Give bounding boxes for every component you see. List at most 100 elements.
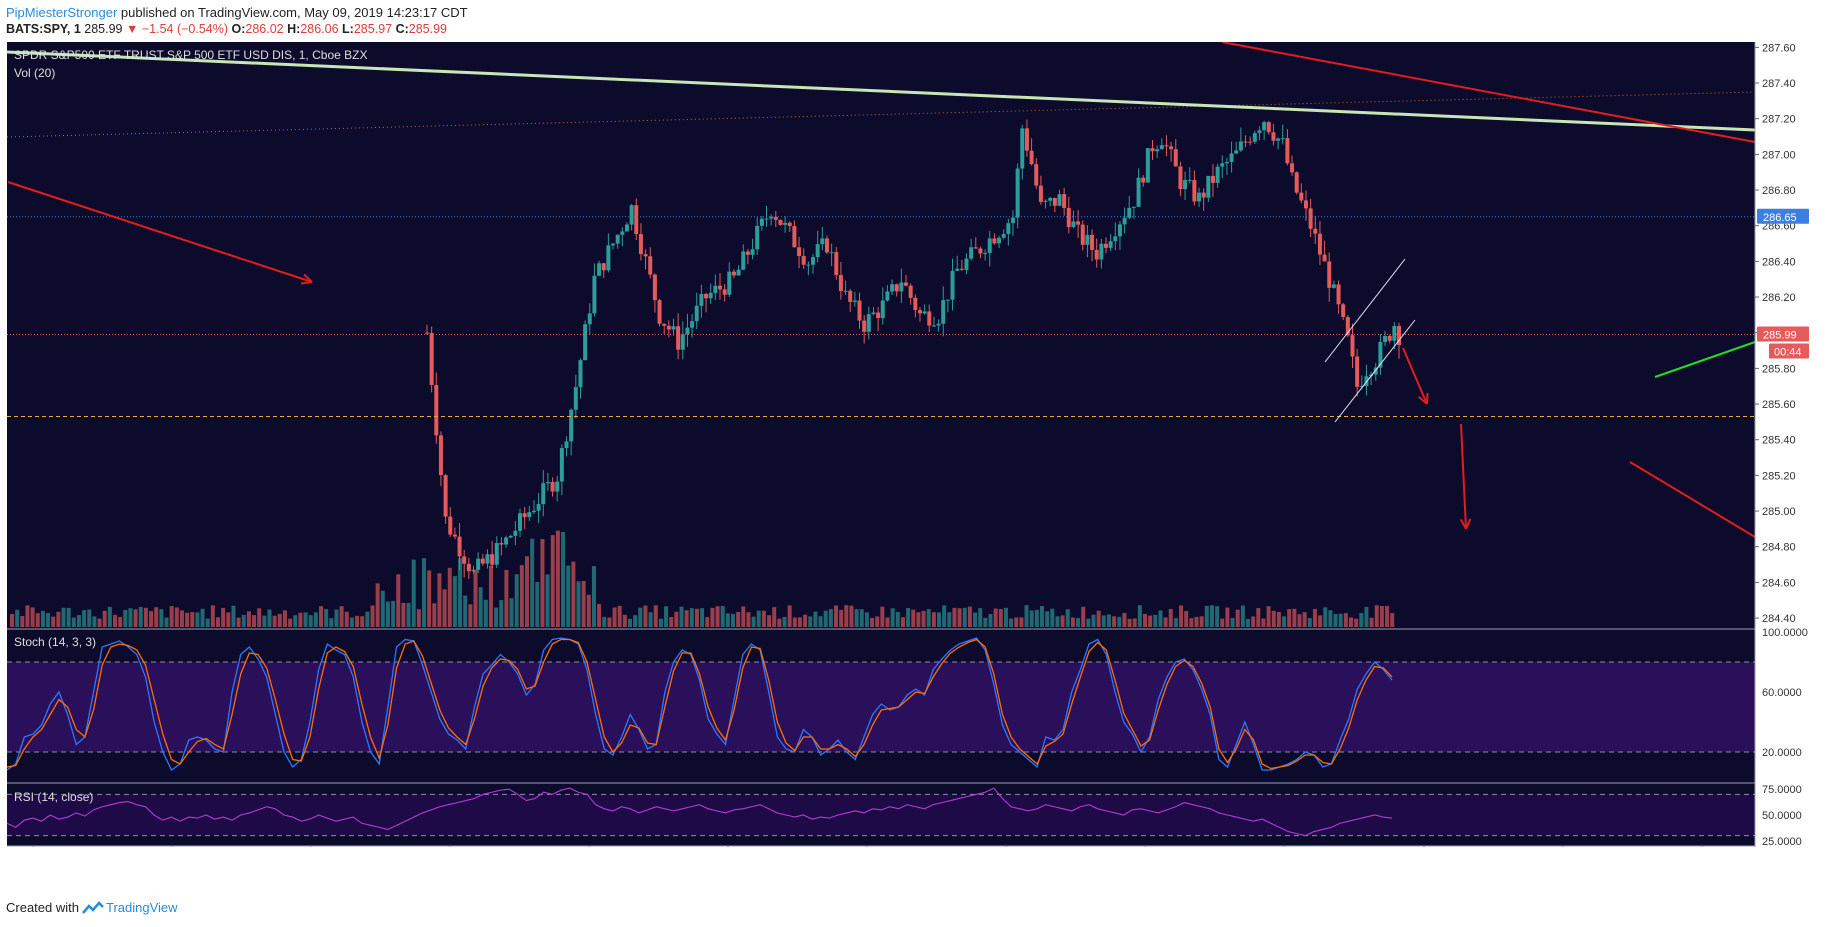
candle[interactable] [620,231,625,235]
rsi-line[interactable] [6,787,1393,837]
candle[interactable] [1257,130,1262,134]
chart-canvas[interactable]: 09:3010:0010:3011:0011:3012:0012:3013:00… [0,42,1828,894]
candle[interactable] [531,510,536,513]
author-link[interactable]: PipMiesterStronger [6,5,118,20]
candle[interactable] [704,293,709,299]
candle[interactable] [694,305,699,322]
candle[interactable] [536,504,541,511]
candle[interactable] [1127,207,1132,218]
candle[interactable] [578,360,583,388]
candle[interactable] [1159,145,1164,150]
descending-trendline[interactable] [6,50,1756,132]
candle[interactable] [1234,150,1239,154]
candle[interactable] [1155,149,1160,152]
candle[interactable] [601,263,606,271]
candle[interactable] [555,481,560,492]
candle[interactable] [1122,217,1127,225]
candle[interactable] [806,264,811,266]
candle[interactable] [750,249,755,255]
candle[interactable] [880,300,885,319]
candle[interactable] [866,314,871,332]
candle[interactable] [1038,185,1043,202]
candle[interactable] [1080,224,1085,245]
stoch-pane[interactable] [6,637,1755,771]
candle[interactable] [741,251,746,270]
candle[interactable] [1317,233,1322,255]
candle[interactable] [559,448,564,482]
candle[interactable] [1085,234,1090,245]
candle[interactable] [862,320,867,332]
candle[interactable] [1383,335,1388,342]
candle[interactable] [876,312,881,319]
candle[interactable] [1397,325,1401,346]
red-trendline-2[interactable] [1629,461,1756,538]
candle[interactable] [1229,153,1234,162]
candle[interactable] [1145,148,1150,183]
candle[interactable] [1113,236,1118,242]
candle[interactable] [936,323,941,326]
candle[interactable] [973,247,978,249]
candle[interactable] [1336,284,1341,305]
candle[interactable] [443,475,448,517]
candle[interactable] [885,291,890,301]
candle[interactable] [997,237,1002,244]
green-trendline[interactable] [1654,341,1756,378]
candle[interactable] [1034,164,1039,186]
candle[interactable] [1262,122,1267,131]
candle[interactable] [1048,197,1053,201]
candle[interactable] [792,226,797,248]
candle[interactable] [1355,356,1360,387]
candle[interactable] [1299,192,1304,201]
candle[interactable] [680,334,685,350]
candle[interactable] [1308,208,1313,229]
candle[interactable] [1150,148,1155,152]
price-pane[interactable] [6,42,1756,627]
candle[interactable] [545,481,550,484]
candle[interactable] [755,225,760,250]
channel-upper[interactable] [1324,258,1406,363]
candle[interactable] [917,310,922,314]
candle[interactable] [1243,141,1248,143]
candle[interactable] [685,327,690,335]
candle[interactable] [987,238,992,254]
candle[interactable] [425,332,429,334]
candle[interactable] [1090,234,1095,250]
candle[interactable] [745,251,750,255]
candle[interactable] [462,556,467,564]
candle[interactable] [1276,138,1281,141]
candle[interactable] [657,300,662,324]
candle[interactable] [1248,141,1253,143]
candle[interactable] [1331,284,1336,288]
candle[interactable] [834,252,839,276]
candle[interactable] [852,300,857,302]
candle[interactable] [1303,200,1308,209]
candle[interactable] [564,441,569,449]
candle[interactable] [731,271,736,276]
candle[interactable] [504,537,509,545]
candle[interactable] [592,275,597,314]
candle[interactable] [931,325,936,327]
candle[interactable] [1294,172,1299,193]
candle[interactable] [736,269,741,276]
candle[interactable] [969,247,974,259]
candle[interactable] [1029,150,1034,165]
candle[interactable] [708,292,713,299]
candle[interactable] [950,270,955,300]
candle[interactable] [448,516,453,535]
candle[interactable] [522,513,527,518]
candle[interactable] [713,285,718,293]
candle[interactable] [643,254,648,257]
candle[interactable] [690,321,695,328]
candle[interactable] [894,284,899,292]
candle[interactable] [583,324,588,361]
stoch-line-k[interactable] [6,637,1393,771]
candle[interactable] [457,536,462,557]
candle[interactable] [573,387,578,410]
candle[interactable] [1187,180,1192,182]
candle[interactable] [499,542,504,545]
candle[interactable] [941,300,946,324]
candle[interactable] [1094,249,1099,260]
candle[interactable] [1378,341,1383,368]
candle[interactable] [1197,192,1202,202]
candle[interactable] [1373,367,1378,375]
